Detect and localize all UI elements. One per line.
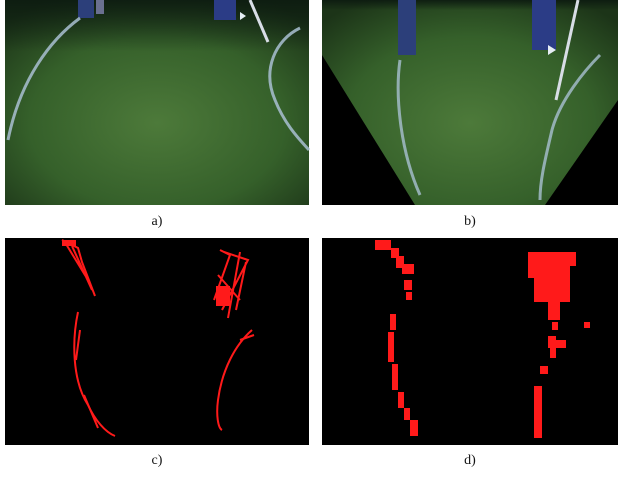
panel-label: c) (152, 453, 163, 468)
panel-label: b) (464, 214, 476, 229)
figure: a) b) c) d) (0, 0, 623, 472)
panel-a-image (5, 0, 309, 205)
panel-d-image (322, 238, 618, 445)
panel-label: a) (152, 214, 163, 229)
panel-label: d) (464, 453, 476, 468)
page: a) b) c) d) (() => { const data = JSON.p… (0, 0, 623, 472)
panel-b-image (322, 0, 618, 205)
panel-c-image (5, 238, 309, 445)
